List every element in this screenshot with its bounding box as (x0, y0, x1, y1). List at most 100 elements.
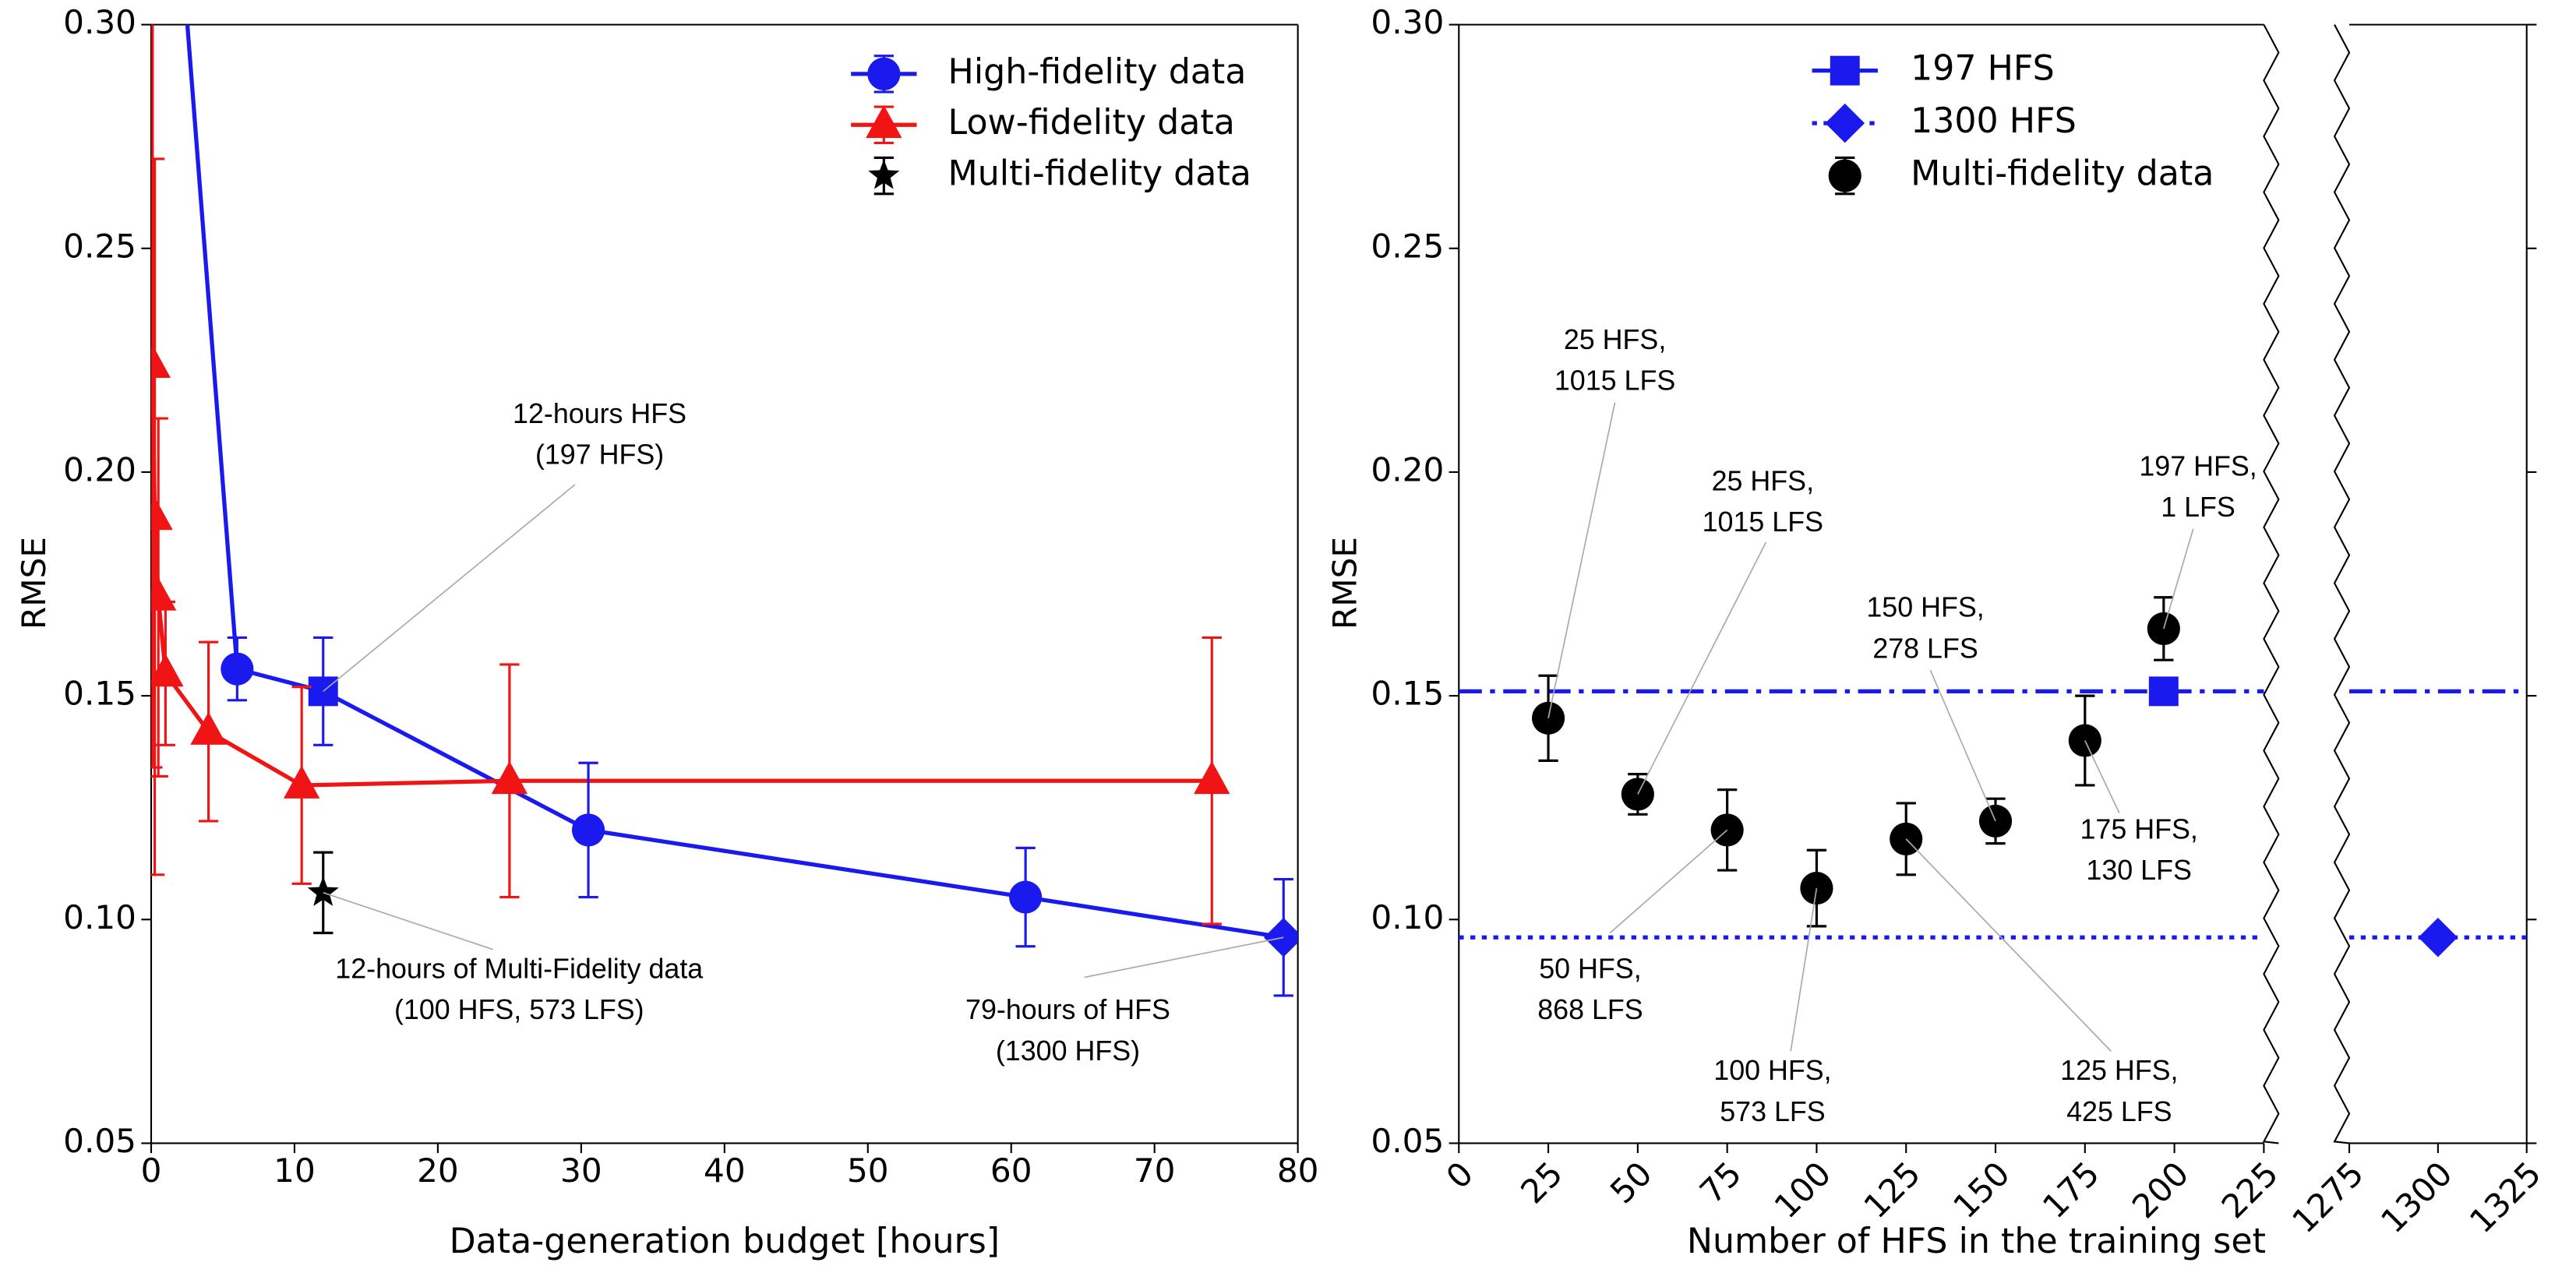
y-tick-label: 0.30 (63, 3, 136, 41)
x-axis-label: Data-generation budget [hours] (450, 1222, 1000, 1261)
x-tick-label: 1275 (2285, 1155, 2371, 1241)
x-tick-label: 40 (704, 1151, 746, 1190)
x-tick-label: 175 (2035, 1155, 2107, 1226)
annotation-text: 12-hours HFS (513, 398, 686, 429)
annotation-text: 25 HFS, (1564, 324, 1666, 355)
annotation-text: 868 LFS (1537, 994, 1643, 1025)
legend-item: Multi-fidelity data (868, 154, 1251, 196)
x-tick-label: 100 (1767, 1155, 1839, 1226)
annotation-text: 175 HFS, (2080, 813, 2197, 845)
annotation-text: (1300 HFS) (996, 1035, 1140, 1067)
annotation-text: 573 LFS (1720, 1096, 1825, 1127)
x-axis-label: Number of HFS in the training set (1687, 1222, 2266, 1261)
data-point (571, 813, 605, 847)
annotation-text: 150 HFS, (1866, 592, 1984, 623)
annotation-text: 125 HFS, (2060, 1055, 2178, 1086)
y-tick-label: 0.25 (1371, 227, 1444, 265)
legend-marker (866, 104, 902, 139)
annotation-text: (197 HFS) (535, 439, 664, 471)
data-point (1009, 880, 1043, 914)
legend-item: 1300 HFS (1812, 101, 2077, 143)
x-tick-label: 10 (273, 1151, 316, 1190)
legend-marker (1825, 103, 1865, 143)
data-point (190, 711, 227, 745)
data-point (283, 765, 320, 799)
annotation-text: 50 HFS, (1539, 954, 1641, 985)
x-tick-label: 25 (1513, 1155, 1570, 1211)
annotation-text: 12-hours of Multi-Fidelity data (335, 954, 703, 985)
legend-label: Multi-fidelity data (1911, 154, 2214, 194)
legend-item: Multi-fidelity data (1828, 154, 2214, 196)
legend: High-fidelity data Low-fidelity data Multi… (851, 52, 1251, 196)
data-point (150, 654, 184, 687)
annotation-text: 79-hours of HFS (965, 994, 1170, 1025)
axis-break (2333, 24, 2351, 1144)
axis-break (2262, 24, 2280, 1144)
annotation-text: 197 HFS, (2139, 450, 2257, 481)
data-point (1621, 778, 1654, 811)
y-tick-label: 0.15 (63, 675, 136, 713)
annotation-text: 130 LFS (2086, 855, 2191, 886)
annotation-text: 1015 LFS (1554, 365, 1675, 397)
x-tick-label: 60 (990, 1151, 1032, 1190)
data-point (2068, 724, 2101, 757)
legend-marker (867, 57, 901, 90)
annotation-leader (1547, 402, 1616, 719)
y-tick-label: 0.20 (63, 450, 136, 488)
annotation-leader (2163, 528, 2194, 629)
legend-label: 197 HFS (1911, 49, 2055, 89)
y-axis-label: RMSE (1325, 537, 1364, 629)
legend-item: 197 HFS (1812, 49, 2055, 89)
legend-marker (1828, 159, 1861, 192)
y-tick-label: 0.30 (1371, 3, 1444, 41)
annotation-text: 1 LFS (2161, 492, 2235, 523)
legend-item: Low-fidelity data (851, 103, 1235, 145)
annotation-text: (100 HFS, 573 LFS) (394, 994, 644, 1025)
y-tick-label: 0.15 (1371, 675, 1444, 713)
legend-label: High-fidelity data (948, 52, 1247, 92)
annotation-leader (1609, 829, 1728, 934)
y-tick-label: 0.10 (63, 898, 136, 936)
data-point (2148, 676, 2179, 707)
annotation-leader (323, 892, 493, 950)
y-tick-label: 0.05 (1371, 1122, 1444, 1160)
series-line (185, 24, 1284, 940)
y-tick-label: 0.05 (63, 1122, 136, 1160)
data-point (1194, 760, 1230, 795)
legend-label: 1300 HFS (1911, 101, 2077, 141)
x-tick-label: 150 (1946, 1155, 2017, 1226)
legend-marker (868, 159, 900, 189)
x-tick-label: 200 (2125, 1155, 2197, 1226)
y-tick-label: 0.25 (63, 227, 136, 265)
annotation-leader (1929, 669, 1996, 822)
data-point (150, 577, 177, 611)
annotation-text: 278 LFS (1872, 633, 1978, 664)
x-tick-label: 80 (1277, 1151, 1319, 1190)
x-tick-label: 20 (417, 1151, 459, 1190)
legend-item: High-fidelity data (851, 52, 1247, 93)
x-tick-label: 30 (560, 1151, 602, 1190)
axes: 0 10 20 30 40 50 60 70 80 0.05 0.10 0.15 0.20 0.25 0.3… (15, 3, 1319, 1261)
x-tick-label: 70 (1134, 1151, 1176, 1190)
legend-marker (1830, 55, 1860, 86)
annotation-leader (1084, 936, 1284, 979)
x-tick-label: 1300 (2373, 1155, 2460, 1241)
y-tick-label: 0.10 (1371, 898, 1444, 936)
x-tick-label: 75 (1692, 1155, 1749, 1211)
annotation-leader (2084, 740, 2120, 814)
legend-label: Multi-fidelity data (948, 154, 1251, 194)
plot-area (150, 24, 1298, 997)
x-tick-label: 50 (1603, 1155, 1660, 1211)
legend: 197 HFS 1300 HFS Multi-fidelity data (1812, 49, 2214, 196)
annotation-text: 100 HFS, (1713, 1055, 1831, 1086)
data-point (2418, 917, 2458, 957)
data-point (150, 344, 171, 378)
annotation-leader (1790, 887, 1818, 1052)
y-tick-label: 0.20 (1371, 450, 1444, 488)
annotation-leader (1905, 838, 2112, 1052)
annotation-text: 1015 LFS (1703, 506, 1823, 538)
x-tick-label: 125 (1857, 1155, 1928, 1226)
legend-label: Low-fidelity data (948, 103, 1235, 143)
annotation-leader (1637, 541, 1767, 795)
